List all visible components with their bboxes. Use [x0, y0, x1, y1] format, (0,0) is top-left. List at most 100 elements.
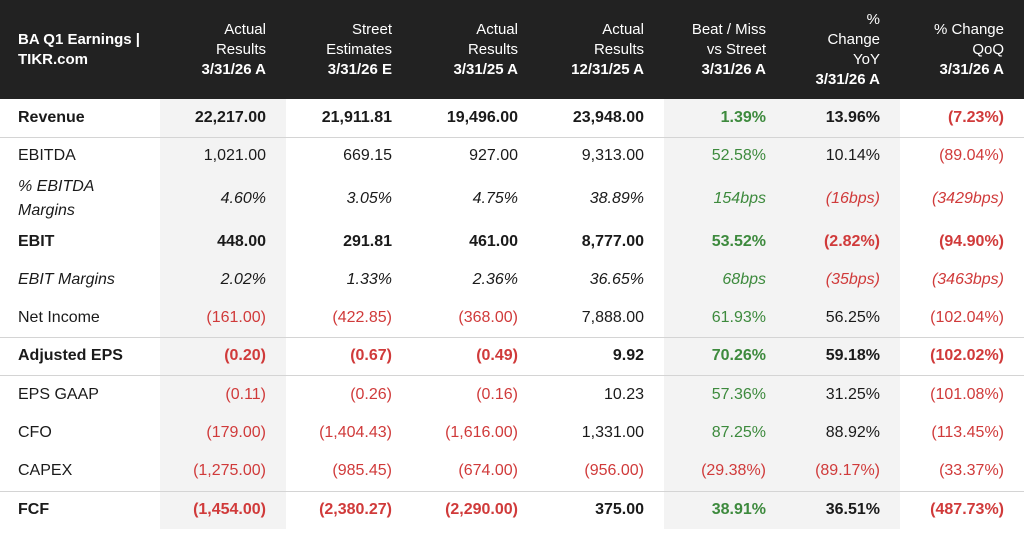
table-row-ebitda: EBITDA 1,021.00 669.15 927.00 9,313.00 5…: [0, 137, 1024, 175]
cell-actual: (0.11): [160, 375, 286, 414]
row-label: EBIT Margins: [18, 271, 115, 288]
cell-estimate: (985.45): [286, 452, 412, 492]
table-row-cfo: CFO (179.00) (1,404.43) (1,616.00) 1,331…: [0, 414, 1024, 452]
cell-prior-quarter: 38.89%: [589, 190, 644, 207]
cell-prior-quarter: 36.65%: [589, 271, 644, 288]
cell-qoq: (33.37%): [900, 452, 1024, 492]
cell-yoy: 56.25%: [786, 299, 900, 338]
row-label: CAPEX: [0, 452, 160, 492]
cell-prior-quarter: 10.23: [603, 385, 644, 403]
table-row-revenue: Revenue 22,217.00 21,911.81 19,496.00 23…: [0, 99, 1024, 138]
cell-estimate: 291.81: [343, 233, 392, 250]
col-header-actual-q1-26: Actual Results 3/31/26 A: [201, 20, 267, 78]
cell-prior-year: 19,496.00: [412, 99, 538, 138]
cell-beat-miss: 61.93%: [664, 299, 786, 338]
cell-yoy: 31.25%: [786, 375, 900, 414]
row-label: Revenue: [0, 99, 160, 138]
cell-yoy: (89.17%): [786, 452, 900, 492]
cell-beat-miss: 70.26%: [664, 337, 786, 376]
cell-prior-quarter: 23,948.00: [538, 99, 664, 138]
cell-actual: 2.02%: [160, 261, 286, 299]
cell-qoq: (3463bps): [931, 271, 1004, 288]
cell-actual: (161.00): [160, 299, 286, 338]
cell-actual: (179.00): [160, 414, 286, 452]
table-row-capex: CAPEX (1,275.00) (985.45) (674.00) (956.…: [0, 452, 1024, 492]
cell-prior-year: 461.00: [469, 233, 518, 250]
table-row-fcf: FCF (1,454.00) (2,380.27) (2,290.00) 375…: [0, 491, 1024, 529]
cell-yoy: (2.82%): [786, 223, 900, 261]
cell-yoy: (16bps): [786, 175, 900, 223]
cell-prior-year: (0.16): [476, 385, 518, 403]
row-label: EBIT: [18, 233, 55, 250]
cell-prior-quarter: 375.00: [595, 501, 644, 519]
col-header-actual-q4-25: Actual Results 12/31/25 A: [571, 20, 644, 78]
cell-yoy: (35bps): [786, 261, 900, 299]
row-label: EPS GAAP: [18, 385, 99, 403]
cell-beat-miss: 1.39%: [664, 99, 786, 138]
cell-estimate: 669.15: [343, 147, 392, 165]
cell-estimate: (0.67): [286, 337, 412, 376]
cell-beat-miss: 87.25%: [664, 414, 786, 452]
earnings-table: BA Q1 Earnings | TIKR.com Actual Results…: [0, 0, 1024, 529]
cell-prior-quarter: 1,331.00: [581, 424, 644, 441]
row-label: EBITDA: [18, 147, 76, 165]
title-line-2: TIKR.com: [18, 50, 89, 68]
cell-qoq: (3429bps): [931, 190, 1004, 207]
cell-prior-year: 927.00: [469, 147, 518, 165]
cell-prior-quarter: 7,888.00: [538, 299, 664, 338]
cell-qoq: (7.23%): [900, 99, 1024, 138]
cell-qoq: (89.04%): [939, 147, 1004, 165]
col-header-actual-q1-25: Actual Results 3/31/25 A: [453, 20, 519, 78]
cell-qoq: (487.73%): [930, 501, 1004, 519]
cell-estimate: 3.05%: [346, 190, 392, 207]
cell-prior-quarter: 8,777.00: [581, 233, 644, 250]
table-row-ebitda-margins: % EBITDA Margins 4.60% 3.05% 4.75% 38.89…: [0, 175, 1024, 223]
cell-actual: 448.00: [160, 223, 286, 261]
table-row-adjusted-eps: Adjusted EPS (0.20) (0.67) (0.49) 9.92 7…: [0, 337, 1024, 376]
cell-beat-miss: 68bps: [664, 261, 786, 299]
col-header-change-yoy: % Change YoY 3/31/26 A: [815, 10, 881, 88]
cell-prior-year: 2.36%: [472, 271, 518, 288]
table-row-ebit-margins: EBIT Margins 2.02% 1.33% 2.36% 36.65% 68…: [0, 261, 1024, 299]
cell-prior-year: (368.00): [412, 299, 538, 338]
cell-prior-year: (0.49): [412, 337, 538, 376]
row-label: FCF: [18, 501, 50, 519]
table-title: BA Q1 Earnings | TIKR.com: [0, 0, 160, 99]
cell-estimate: 21,911.81: [286, 99, 412, 138]
cell-actual: (1,454.00): [160, 491, 286, 529]
table-row-ebit: EBIT 448.00 291.81 461.00 8,777.00 53.52…: [0, 223, 1024, 261]
cell-prior-quarter: 9,313.00: [581, 147, 644, 165]
cell-prior-year: (1,616.00): [445, 424, 518, 441]
cell-prior-quarter: (956.00): [538, 452, 664, 492]
row-label: Adjusted EPS: [0, 337, 160, 376]
cell-beat-miss: 52.58%: [664, 137, 786, 175]
cell-yoy: 59.18%: [786, 337, 900, 376]
cell-qoq: (102.02%): [900, 337, 1024, 376]
cell-actual: (1,275.00): [160, 452, 286, 492]
cell-beat-miss: 53.52%: [664, 223, 786, 261]
table-row-eps-gaap: EPS GAAP (0.11) (0.26) (0.16) 10.23 57.3…: [0, 375, 1024, 414]
row-label: CFO: [18, 424, 52, 441]
cell-prior-year: 4.75%: [472, 190, 518, 207]
cell-beat-miss: 154bps: [664, 175, 786, 223]
cell-prior-year: (2,290.00): [445, 501, 518, 519]
cell-prior-year: (674.00): [412, 452, 538, 492]
row-label: Net Income: [0, 299, 160, 338]
cell-qoq: (113.45%): [931, 424, 1004, 441]
cell-yoy: 13.96%: [786, 99, 900, 138]
col-header-street-estimates: Street Estimates 3/31/26 E: [326, 20, 392, 78]
col-header-beat-miss: Beat / Miss vs Street 3/31/26 A: [691, 20, 766, 78]
cell-estimate: 1.33%: [346, 271, 392, 288]
cell-qoq: (102.04%): [900, 299, 1024, 338]
cell-yoy: 88.92%: [786, 414, 900, 452]
cell-beat-miss: 57.36%: [664, 375, 786, 414]
row-label: % EBITDA Margins: [18, 178, 94, 219]
cell-qoq: (94.90%): [939, 233, 1004, 250]
cell-yoy: 36.51%: [786, 491, 900, 529]
cell-beat-miss: 38.91%: [664, 491, 786, 529]
cell-estimate: (1,404.43): [319, 424, 392, 441]
table-row-net-income: Net Income (161.00) (422.85) (368.00) 7,…: [0, 299, 1024, 338]
cell-qoq: (101.08%): [930, 385, 1004, 403]
cell-estimate: (422.85): [286, 299, 412, 338]
cell-actual: 4.60%: [160, 175, 286, 223]
